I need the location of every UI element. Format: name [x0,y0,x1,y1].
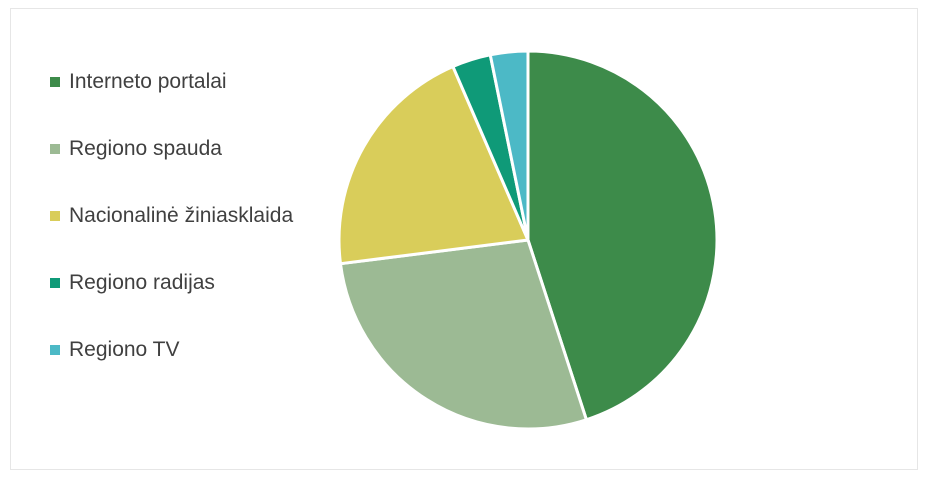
legend-label: Interneto portalai [69,70,227,93]
legend-label: Nacionalinė žiniasklaida [69,204,294,227]
legend-swatch [50,77,60,87]
pie-slice-regiono-tv [488,49,530,242]
pie-slice-regiono-spauda [338,238,588,431]
legend-swatch [50,144,60,154]
pie-slices [337,49,719,431]
chart-legend: Interneto portalai Regiono spauda Nacion… [50,62,293,397]
legend-label: Regiono TV [69,338,180,361]
legend-swatch [50,345,60,355]
legend-label: Regiono spauda [69,137,222,160]
legend-item-nacionaline-ziniasklaida: Nacionalinė žiniasklaida [50,196,293,236]
pie-slice-interneto-portalai [526,49,719,422]
legend-swatch [50,278,60,288]
pie-slice-nacionalin-iniasklaida [337,65,530,266]
legend-item-regiono-spauda: Regiono spauda [50,129,293,169]
legend-item-interneto-portalai: Interneto portalai [50,62,293,102]
legend-label: Regiono radijas [69,271,215,294]
legend-item-regiono-tv: Regiono TV [50,330,293,370]
legend-item-regiono-radijas: Regiono radijas [50,263,293,303]
legend-swatch [50,211,60,221]
